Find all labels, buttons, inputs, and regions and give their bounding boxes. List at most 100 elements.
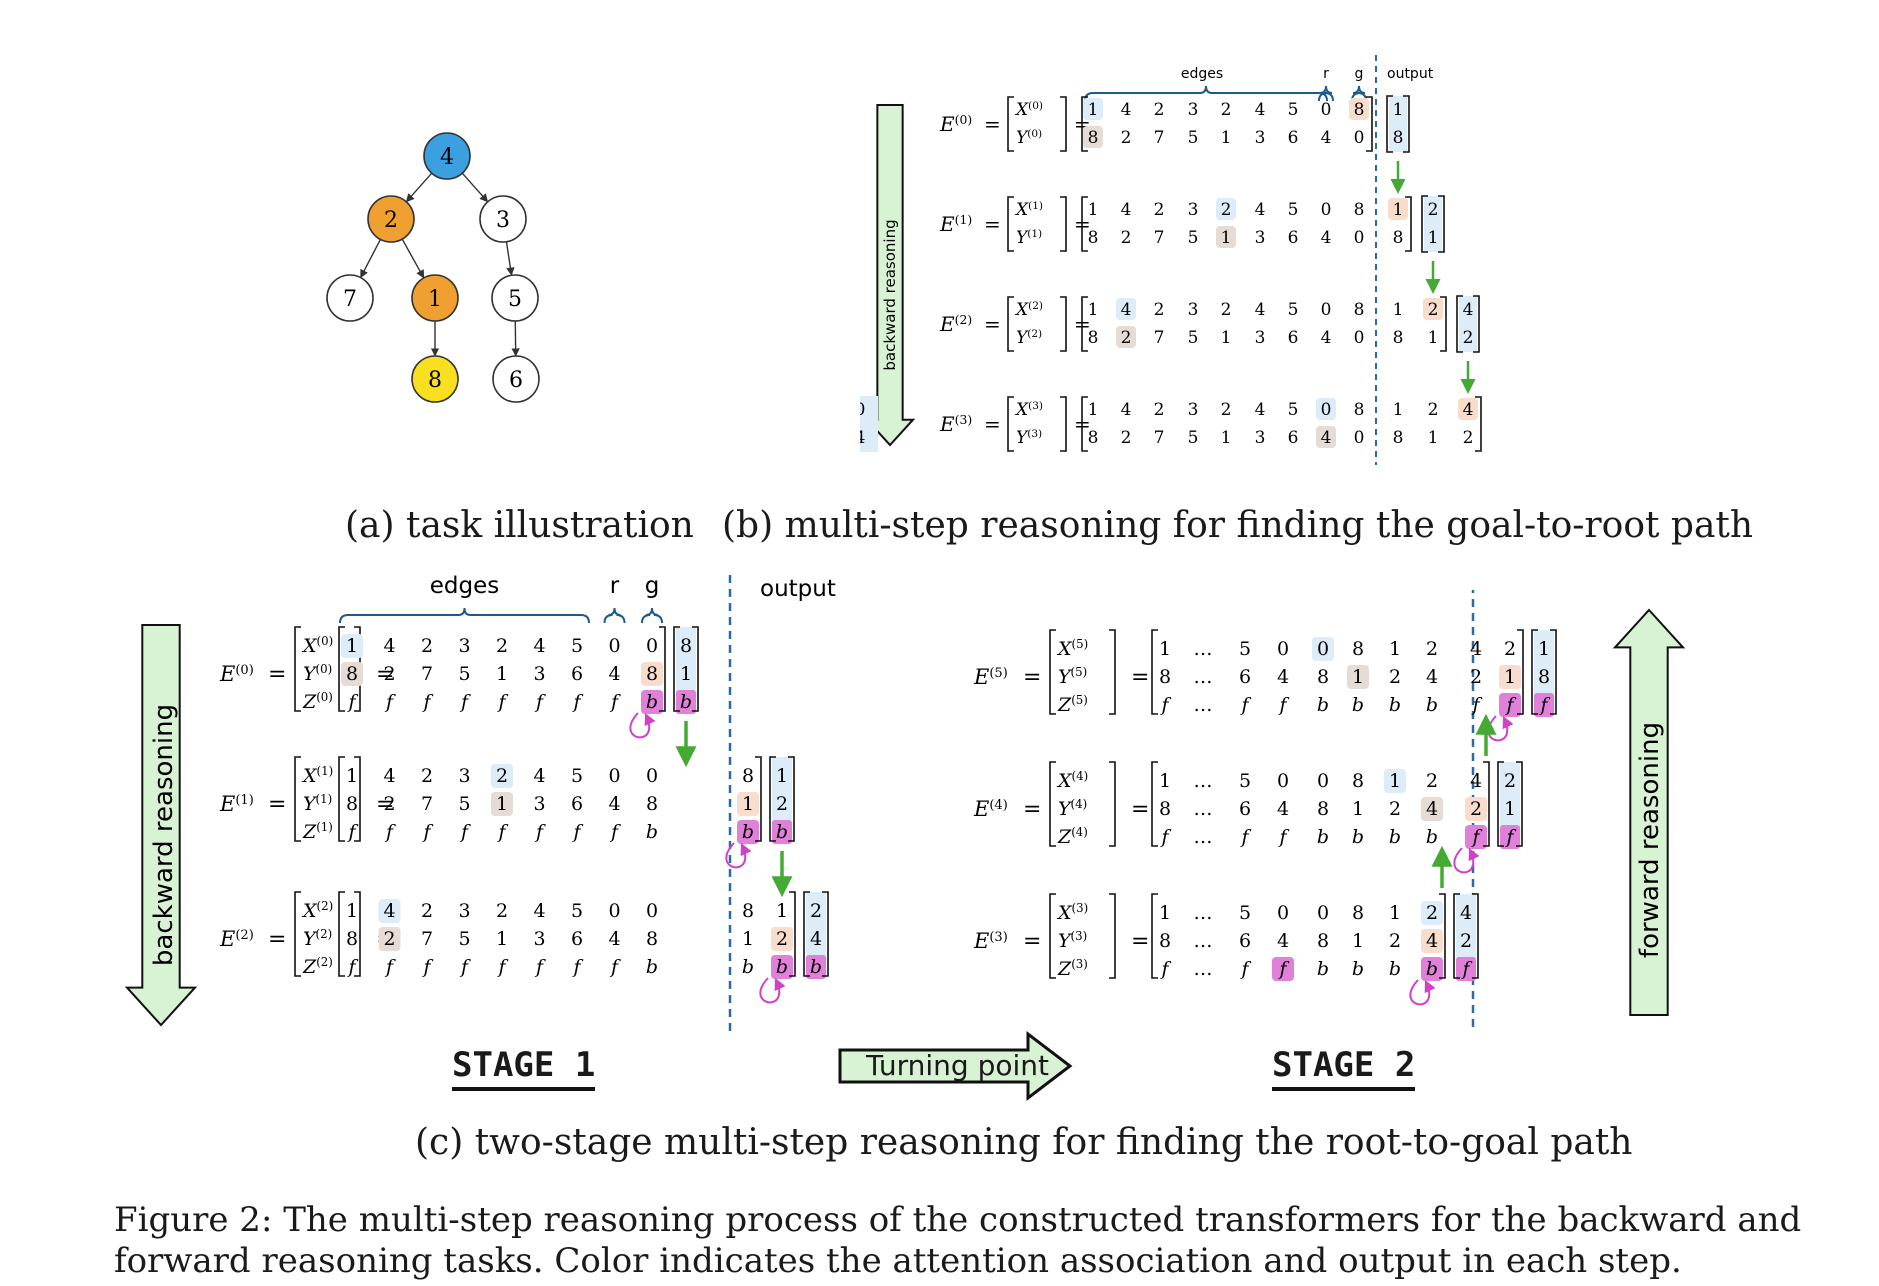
lhs-bracket-left [1007,96,1014,152]
cell: 3 [533,928,545,950]
cell: f [496,691,508,713]
cell: 2 [1426,902,1438,924]
highlight [1312,637,1334,661]
cell: 3 [1255,128,1266,148]
cell: 2 [1389,666,1401,688]
cell: b [1352,694,1364,716]
cell: 2 [1154,400,1165,420]
output-value: 2 [776,793,788,815]
cell: f [346,821,358,843]
cell: f [1277,958,1289,980]
tree-node-label: 6 [509,368,523,393]
cell: 8 [1159,666,1171,688]
cell: f [1239,694,1251,716]
cell: 8 [646,793,658,815]
row-label: E(1) [939,212,972,237]
cell: f [421,956,433,978]
cell: 8 [1354,100,1365,120]
cell: 4 [1277,798,1289,820]
tree-edge [401,238,425,279]
highlight-pink [771,955,793,979]
output-value: 8 [1393,128,1404,148]
row-label: E(1) [219,792,254,816]
cell: 2 [776,928,788,950]
var-y: Y(5) [1058,665,1087,688]
cell: 1 [742,793,754,815]
forward-arrow [1612,608,1686,1016]
var-y: Y(2) [303,927,332,950]
cell: 6 [571,793,583,815]
cell: 2 [1426,770,1438,792]
cell: 1 [1389,638,1401,660]
cell: 4 [1121,100,1132,120]
self-loop-arrow [1487,715,1514,742]
highlight-pink [1456,957,1476,981]
var-x: X(0) [301,634,333,657]
cell: 3 [458,765,470,787]
cell: 5 [1288,100,1299,120]
cell: 8 [1088,228,1099,248]
lhs-bracket-right [1060,296,1067,352]
rhs-bracket-left [1151,893,1158,979]
var-z: Z(0) [302,690,333,713]
cell: 8 [1088,328,1099,348]
cell: 4 [1121,200,1132,220]
lhs-bracket-left [1049,893,1056,979]
prev-output: 1 [1393,300,1404,320]
output-value: 1 [680,663,692,685]
tree-edge [505,241,515,276]
highlight [1316,398,1336,420]
equals: = [1131,665,1149,690]
cell: b [1389,694,1401,716]
cell: 5 [458,928,470,950]
cell: 4 [533,635,545,657]
cell: 1 [1159,638,1171,660]
var-x: X(3) [1014,400,1043,420]
cell: 4 [383,635,395,657]
cell: f [571,821,583,843]
output-bracket-left [1531,629,1538,715]
cell: 4 [1321,228,1332,248]
output-value: 1 [776,765,788,787]
cell: 8 [742,900,754,922]
cell: 4 [533,765,545,787]
lhs-bracket-right [1109,893,1116,979]
rhs-bracket-right [1405,196,1412,252]
highlight-pink [641,690,663,714]
output-value: 2 [1428,200,1439,220]
cell: 2 [496,765,508,787]
equals: = [984,212,1001,236]
cell: 1 [346,900,358,922]
highlight-pink [1500,825,1520,849]
tree-node-label: 1 [428,287,442,312]
cell: f [459,691,471,713]
rhs-bracket-right [755,756,762,842]
cell: b [1352,958,1364,980]
cell: 2 [1221,400,1232,420]
cell: 2 [1221,200,1232,220]
cell: 6 [1239,666,1251,688]
cell: … [1194,798,1213,820]
cell: 4 [608,793,620,815]
cell: 2 [1389,930,1401,952]
stage1-matrices: edges r g output backward reasoning E(0) = X(0)… [124,573,836,1035]
output-value: f [1460,958,1472,980]
cell: 3 [1188,200,1199,220]
caption-a: (a) task illustration [345,505,694,546]
cell: 1 [1389,902,1401,924]
cell: 2 [383,793,395,815]
cell: 4 [1255,100,1266,120]
lhs-bracket-left [1007,196,1014,252]
cell: 7 [1154,228,1165,248]
output-bracket-left [1453,893,1460,979]
lhs-bracket-right [354,891,361,977]
cell: 0 [1277,638,1289,660]
cell: f [609,956,621,978]
rhs-bracket-left [1081,296,1088,352]
cell: 1 [346,765,358,787]
cell: f [609,691,621,713]
highlight-pink [806,955,826,979]
cell: 8 [1088,428,1099,448]
tree-node-label: 5 [508,287,522,312]
var-y: Y(2) [1016,328,1042,348]
